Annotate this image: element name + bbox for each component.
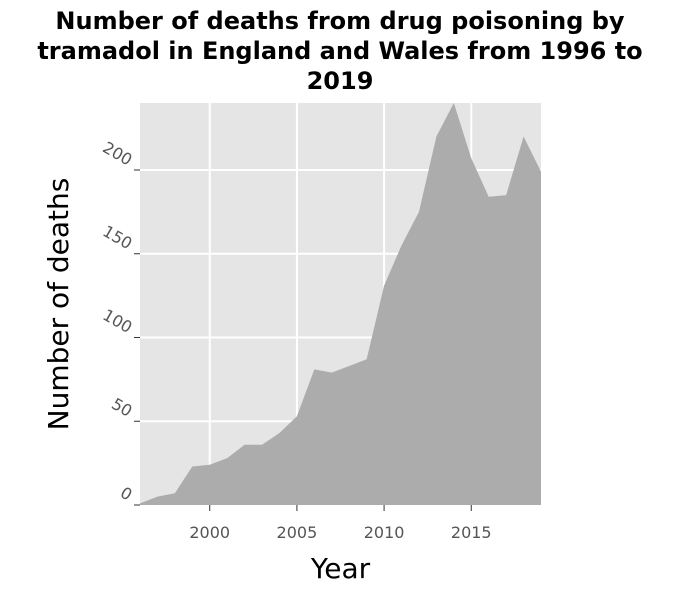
x-tick-label: 2015 — [451, 523, 492, 542]
x-axis-label: Year — [310, 552, 371, 585]
y-axis-label: Number of deaths — [42, 178, 75, 431]
x-tick-label: 2005 — [277, 523, 318, 542]
y-tick-label: 150 — [100, 221, 136, 253]
y-axis-ticks: 0 50 100 150 200 — [100, 138, 140, 506]
x-axis-ticks: 2000 2005 2010 2015 — [189, 505, 492, 542]
y-tick-label: 100 — [100, 305, 136, 337]
chart-title: Number of deaths from drug poisoning by … — [37, 7, 643, 95]
y-tick-label: 200 — [100, 138, 136, 170]
x-tick-label: 2010 — [364, 523, 405, 542]
area-series — [140, 103, 541, 505]
x-tick-label: 2000 — [189, 523, 230, 542]
y-tick-label: 50 — [108, 394, 135, 421]
y-tick-label: 0 — [117, 483, 135, 505]
